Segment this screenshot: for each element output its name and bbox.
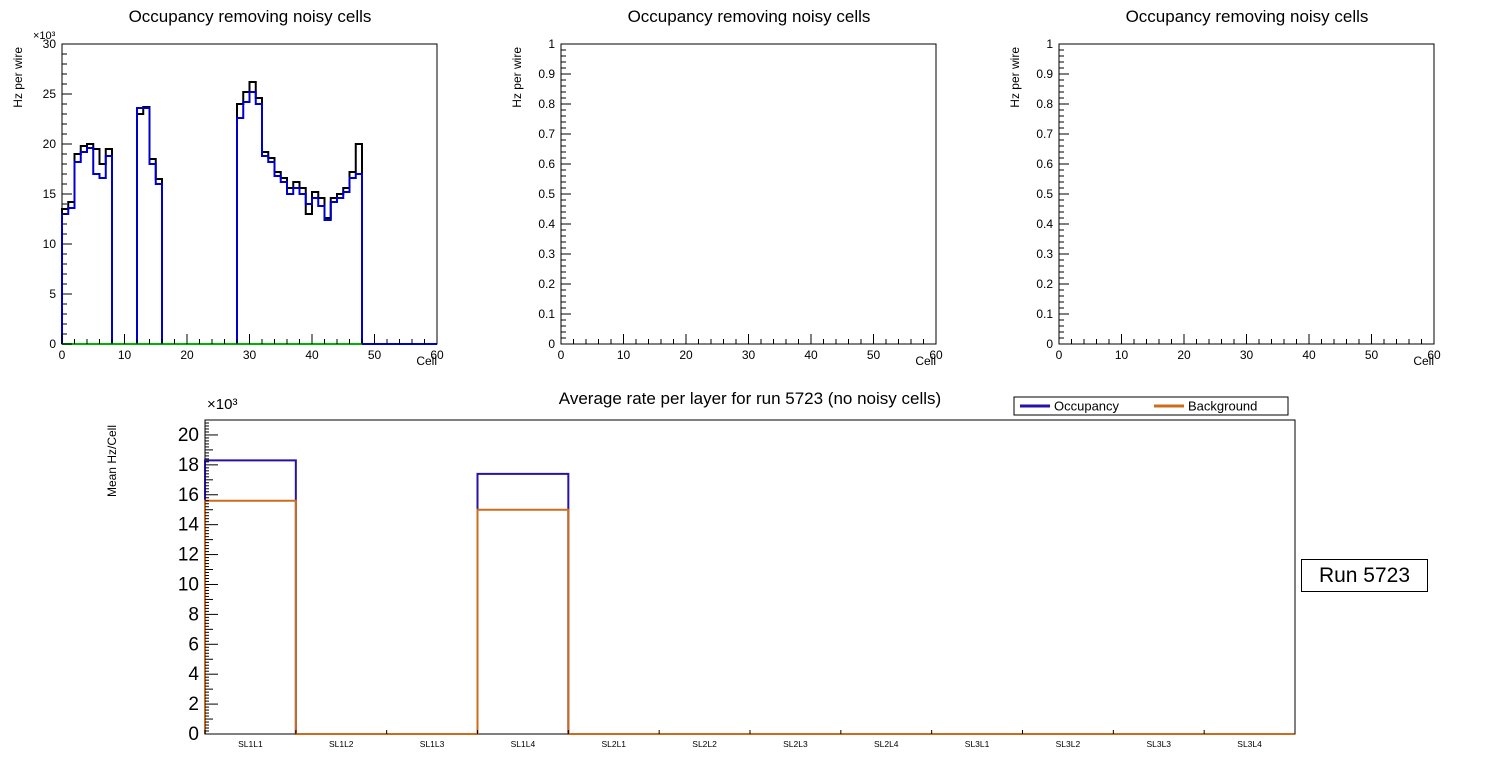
svg-text:15: 15: [43, 187, 57, 201]
svg-text:30: 30: [43, 37, 57, 51]
svg-text:10: 10: [617, 348, 631, 362]
svg-text:1: 1: [548, 37, 555, 51]
svg-text:20: 20: [679, 348, 693, 362]
svg-text:SL1L4: SL1L4: [511, 739, 536, 749]
svg-text:50: 50: [1365, 348, 1379, 362]
svg-text:16: 16: [178, 485, 199, 506]
svg-text:Mean Hz/Cell: Mean Hz/Cell: [105, 425, 119, 497]
svg-text:30: 30: [742, 348, 756, 362]
svg-text:Occupancy: Occupancy: [1054, 399, 1120, 414]
svg-text:10: 10: [178, 574, 199, 595]
svg-text:60: 60: [1427, 348, 1441, 362]
svg-text:25: 25: [43, 87, 57, 101]
svg-text:20: 20: [43, 137, 57, 151]
svg-text:50: 50: [368, 348, 382, 362]
svg-text:Average rate per layer for run: Average rate per layer for run 5723 (no …: [559, 389, 941, 408]
svg-text:1: 1: [1046, 37, 1053, 51]
svg-text:0.2: 0.2: [1036, 277, 1053, 291]
svg-text:0.9: 0.9: [538, 67, 555, 81]
average-rate-chart: Average rate per layer for run 5723 (no …: [105, 389, 1296, 749]
svg-text:4: 4: [188, 664, 199, 685]
svg-text:0.4: 0.4: [1036, 217, 1053, 231]
svg-text:0.5: 0.5: [538, 187, 555, 201]
svg-text:0.9: 0.9: [1036, 67, 1053, 81]
svg-text:Hz per wire: Hz per wire: [11, 47, 25, 108]
svg-text:0.6: 0.6: [1036, 157, 1053, 171]
svg-text:0.4: 0.4: [538, 217, 555, 231]
svg-text:0: 0: [1056, 348, 1063, 362]
svg-text:0.1: 0.1: [1036, 307, 1053, 321]
svg-text:0: 0: [188, 724, 199, 745]
svg-text:0.8: 0.8: [1036, 97, 1053, 111]
svg-text:40: 40: [305, 348, 319, 362]
svg-text:SL2L1: SL2L1: [601, 739, 626, 749]
svg-text:50: 50: [867, 348, 881, 362]
svg-text:40: 40: [1302, 348, 1316, 362]
svg-text:2: 2: [188, 694, 199, 715]
svg-text:0.7: 0.7: [538, 127, 555, 141]
svg-text:Hz per wire: Hz per wire: [1008, 47, 1022, 108]
occupancy-chart-2: Occupancy removing noisy cells 0 0.1 0.2 0.3…: [510, 7, 943, 368]
run-label: Run 5723: [1301, 559, 1428, 592]
svg-text:SL1L2: SL1L2: [329, 739, 354, 749]
svg-text:SL1L1: SL1L1: [238, 739, 263, 749]
svg-text:12: 12: [178, 545, 199, 566]
svg-text:0.8: 0.8: [538, 97, 555, 111]
svg-text:0.3: 0.3: [538, 247, 555, 261]
svg-text:30: 30: [1240, 348, 1254, 362]
svg-text:5: 5: [49, 287, 56, 301]
svg-text:Occupancy removing noisy cells: Occupancy removing noisy cells: [129, 7, 372, 26]
svg-text:20: 20: [1177, 348, 1191, 362]
svg-text:20: 20: [178, 425, 199, 446]
svg-text:60: 60: [929, 348, 943, 362]
svg-text:0.1: 0.1: [538, 307, 555, 321]
svg-text:SL3L3: SL3L3: [1146, 739, 1171, 749]
svg-text:SL1L3: SL1L3: [420, 739, 445, 749]
svg-text:SL3L4: SL3L4: [1237, 739, 1262, 749]
svg-text:10: 10: [118, 348, 132, 362]
svg-text:SL3L1: SL3L1: [965, 739, 990, 749]
svg-text:40: 40: [804, 348, 818, 362]
svg-text:0: 0: [548, 337, 555, 351]
svg-text:SL2L3: SL2L3: [783, 739, 808, 749]
svg-text:30: 30: [243, 348, 257, 362]
svg-text:10: 10: [43, 237, 57, 251]
occupancy-chart-1: Occupancy removing noisy cells 0 5 10 15 20 25…: [11, 7, 444, 368]
svg-text:Hz per wire: Hz per wire: [510, 47, 524, 108]
svg-text:8: 8: [188, 604, 199, 625]
svg-text:0.2: 0.2: [538, 277, 555, 291]
svg-text:Cell: Cell: [416, 354, 437, 368]
svg-text:SL2L2: SL2L2: [692, 739, 717, 749]
svg-text:6: 6: [188, 634, 199, 655]
svg-text:0: 0: [59, 348, 66, 362]
svg-text:0.3: 0.3: [1036, 247, 1053, 261]
svg-text:0: 0: [49, 337, 56, 351]
svg-text:0: 0: [1046, 337, 1053, 351]
svg-text:0: 0: [558, 348, 565, 362]
svg-text:Cell: Cell: [915, 354, 936, 368]
svg-text:60: 60: [430, 348, 444, 362]
svg-text:10: 10: [1115, 348, 1129, 362]
svg-text:SL2L4: SL2L4: [874, 739, 899, 749]
svg-text:0.7: 0.7: [1036, 127, 1053, 141]
svg-text:18: 18: [178, 455, 199, 476]
occupancy-chart-3: Occupancy removing noisy cells 0 0.1 0.2 0.3…: [1008, 7, 1441, 368]
svg-text:0.6: 0.6: [538, 157, 555, 171]
svg-text:Occupancy removing noisy cells: Occupancy removing noisy cells: [628, 7, 871, 26]
svg-text:Occupancy removing noisy cells: Occupancy removing noisy cells: [1126, 7, 1369, 26]
svg-text:20: 20: [180, 348, 194, 362]
svg-text:0.5: 0.5: [1036, 187, 1053, 201]
svg-text:14: 14: [178, 515, 200, 536]
svg-text:Background: Background: [1188, 399, 1257, 414]
svg-text:×10³: ×10³: [33, 30, 56, 42]
svg-text:SL3L2: SL3L2: [1056, 739, 1081, 749]
svg-text:×10³: ×10³: [207, 396, 237, 413]
svg-text:Cell: Cell: [1413, 354, 1434, 368]
